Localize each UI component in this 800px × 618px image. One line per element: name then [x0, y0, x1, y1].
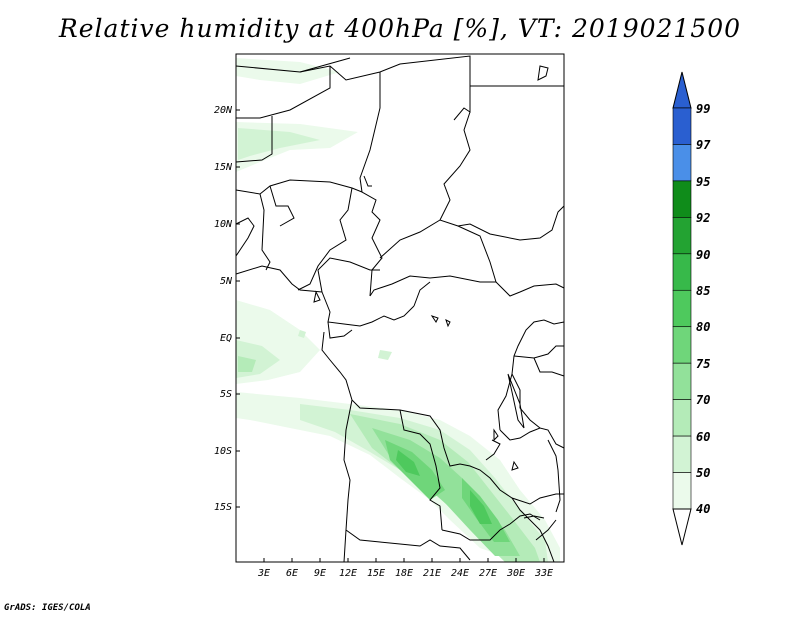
colorbar-box: [672, 362, 692, 400]
lakes: [313, 65, 561, 519]
colorbar-label: 40: [696, 502, 710, 516]
lon-label: 24E: [451, 568, 469, 579]
software-credit: GrADS: IGES/COLA: [4, 603, 91, 613]
colorbar-label: 85: [696, 284, 710, 298]
colorbar-label: 95: [696, 175, 710, 189]
lat-label: 5N: [220, 276, 233, 287]
colorbar-label: 70: [696, 393, 710, 407]
map-frame: [235, 53, 565, 563]
colorbar-label: 60: [696, 430, 710, 444]
colorbar-label: 99: [696, 102, 710, 116]
humidity-shading: [236, 58, 560, 562]
colorbar-label: 50: [696, 466, 710, 480]
longitude-labels: 3E 6E 9E 12E 15E 18E 21E 24E 27E 30E 33E: [257, 568, 553, 579]
lon-label: 15E: [367, 568, 385, 579]
colorbar-label: 80: [696, 320, 710, 334]
colorbar-box: [672, 399, 692, 437]
lat-label: 15N: [214, 162, 233, 173]
lon-label: 18E: [395, 568, 413, 579]
axis-ticks: [236, 109, 545, 562]
country-borders: [235, 55, 565, 563]
colorbar-label: 92: [696, 211, 710, 225]
colorbar-box: [672, 217, 692, 255]
colorbar-box: [672, 180, 692, 218]
lon-label: 9E: [314, 568, 326, 579]
colorbar-bottom-triangle: [672, 508, 692, 546]
lon-label: 33E: [534, 568, 553, 579]
colorbar-box: [672, 472, 692, 510]
colorbar-box: [672, 289, 692, 328]
lon-label: 3E: [257, 568, 270, 579]
lon-label: 27E: [479, 568, 497, 579]
lat-label: 5S: [220, 389, 232, 400]
map-title: Relative humidity at 400hPa [%], VT: 201…: [58, 14, 742, 43]
colorbar-label: 90: [696, 248, 710, 262]
lat-label: EQ: [220, 333, 232, 344]
colorbar-box: [672, 107, 692, 145]
lat-label: 10S: [214, 446, 232, 457]
lat-label: 15S: [214, 502, 232, 513]
colorbar-label: 97: [696, 138, 711, 152]
lon-label: 12E: [339, 568, 357, 579]
colorbar: 99 97 95 92 90 85 80 75 70 60 50 40: [672, 71, 711, 546]
colorbar-top-triangle: [672, 71, 692, 109]
colorbar-boxes: [672, 107, 692, 510]
colorbar-box: [672, 253, 692, 291]
lon-label: 6E: [286, 568, 298, 579]
colorbar-box: [672, 326, 692, 364]
colorbar-box: [672, 435, 692, 473]
lon-label: 30E: [506, 568, 525, 579]
latitude-labels: 20N 15N 10N 5N EQ 5S 10S 15S: [214, 105, 233, 513]
lat-label: 20N: [214, 105, 233, 116]
lon-label: 21E: [423, 568, 441, 579]
colorbar-box: [672, 144, 692, 182]
colorbar-labels: 99 97 95 92 90 85 80 75 70 60 50 40: [696, 102, 711, 516]
lat-label: 10N: [214, 219, 233, 230]
colorbar-label: 75: [696, 357, 710, 371]
